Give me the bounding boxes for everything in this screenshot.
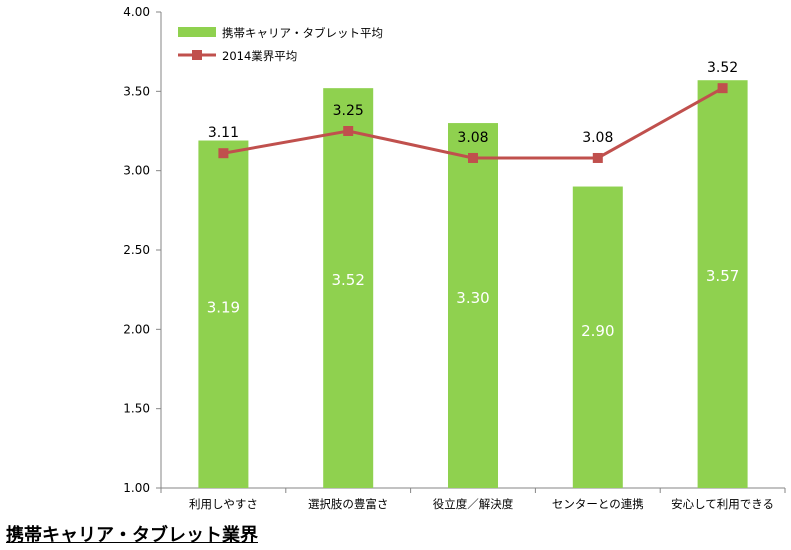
bar: [323, 88, 374, 488]
bar-series: 3.19 3.52 3.30 2.90 3.57: [198, 80, 748, 489]
bar-data-label: 3.57: [706, 267, 739, 285]
line-data-label: 3.08: [457, 130, 488, 146]
line-point: [468, 152, 478, 163]
bar: [572, 186, 623, 489]
line-point: [218, 148, 229, 159]
line-series: 3.11 3.25 3.08 3.08 3.52: [208, 60, 738, 163]
y-tick-label: 1.50: [123, 402, 150, 416]
y-tick-label: 4.00: [123, 5, 150, 19]
legend-label-line: 2014業界平均: [222, 49, 297, 63]
bar-data-label: 3.30: [456, 289, 489, 307]
x-tick-label: 利用しやすさ: [189, 497, 258, 511]
line-data-label: 3.52: [707, 60, 738, 76]
y-tick-label: 2.00: [123, 322, 150, 336]
x-tick-label: 選択肢の豊富さ: [308, 497, 389, 511]
bar: [697, 80, 748, 488]
x-tick-label: センターとの連携: [552, 497, 644, 511]
bar: [448, 123, 498, 489]
line-point: [343, 126, 354, 136]
legend-label-bar: 携帯キャリア・タブレット平均: [222, 26, 383, 40]
y-tick-label: 2.50: [123, 243, 150, 257]
bar-data-label: 3.19: [207, 298, 240, 316]
y-tick-label: 1.00: [123, 481, 150, 495]
x-tick-label: 役立度／解決度: [433, 497, 514, 511]
chart: 1.00 1.50 2.00 2.50 3.00 3.50 4.00 利用しやすさ 選択肢の豊富…: [123, 5, 786, 511]
bar-data-label: 2.90: [581, 322, 614, 340]
legend-swatch-bar: [178, 27, 216, 37]
chart-axes: 1.00 1.50 2.00 2.50 3.00 3.50 4.00 利用しやすさ 選択肢の豊富…: [123, 5, 786, 511]
chart-caption: 携帯キャリア・タブレット業界: [6, 525, 258, 546]
y-tick-label: 3.50: [123, 84, 150, 98]
line-data-label: 3.11: [208, 125, 239, 141]
line-point: [592, 152, 603, 163]
x-tick-label: 安心して利用できる: [671, 497, 774, 511]
legend-swatch-marker: [192, 50, 202, 60]
bar-data-label: 3.52: [331, 271, 364, 289]
line-data-label: 3.08: [582, 130, 613, 146]
y-tick-label: 3.00: [123, 164, 150, 178]
chart-legend: 携帯キャリア・タブレット平均 2014業界平均: [178, 26, 383, 63]
line-data-label: 3.25: [333, 103, 364, 119]
line-point: [717, 83, 728, 94]
bar: [198, 140, 249, 488]
